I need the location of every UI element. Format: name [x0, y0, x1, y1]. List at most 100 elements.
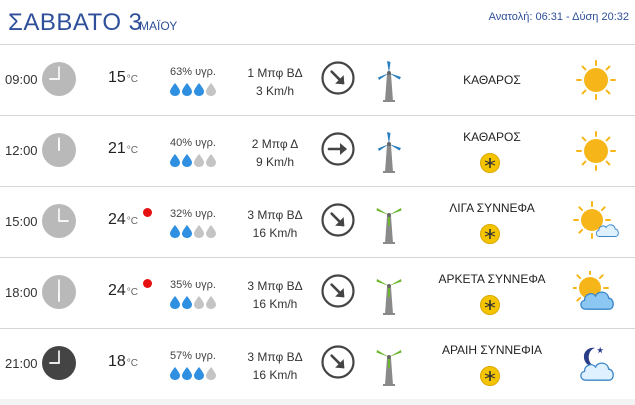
drop-icon: [182, 367, 192, 380]
temperature: 21°C: [108, 140, 138, 158]
drop-icon: [206, 225, 216, 238]
drop-icon: [194, 296, 204, 309]
drop-icon: [206, 367, 216, 380]
wind-force: 1 Μπφ ΒΔ: [247, 66, 303, 80]
sun-small-cloud-icon: [573, 201, 619, 239]
forecast-row: 09:00 15°C 63% υγρ. 1 Μπφ ΒΔ 3 Km/h ΚΑΘΑΡΟΣ: [0, 44, 635, 115]
condition-label: ΚΑΘΑΡΟΣ: [463, 130, 521, 144]
forecast-table: 09:00 15°C 63% υγρ. 1 Μπφ ΒΔ 3 Km/h ΚΑΘΑΡΟΣ 12…: [0, 44, 635, 405]
humidity-label: 40% υγρ.: [170, 137, 216, 149]
wind-speed: 16 Km/h: [252, 226, 298, 240]
drop-icon: [206, 154, 216, 167]
temperature-value: 15: [108, 69, 126, 86]
humidity-drops: [170, 225, 230, 239]
mosquito-icon: [480, 295, 500, 315]
drop-icon: [194, 154, 204, 167]
humidity-label: 57% υγρ.: [170, 350, 216, 362]
clock-icon: [42, 204, 76, 238]
temperature: 24°C: [108, 211, 138, 229]
heat-alert-dot: [143, 279, 152, 288]
temperature: 24°C: [108, 282, 138, 300]
condition-label: ΑΡΑΙΗ ΣΥΝΝΕΦΙΑ: [441, 343, 543, 357]
mosquito-icon: [480, 153, 500, 173]
temperature-value: 24: [108, 211, 126, 228]
temperature-unit: °C: [126, 287, 139, 298]
drop-icon: [182, 225, 192, 238]
temperature-value: 24: [108, 282, 126, 299]
wind-direction-arrow-icon: [321, 61, 355, 95]
drop-icon: [170, 296, 180, 309]
temperature-unit: °C: [126, 74, 139, 85]
wind-info: 3 Μπφ ΒΔ 16 Km/h: [233, 206, 317, 242]
wind-force: 3 Μπφ ΒΔ: [247, 350, 303, 364]
forecast-row: 12:00 21°C 40% υγρ. 2 Μπφ Δ 9 Km/h ΚΑΘΑΡΟΣ: [0, 115, 635, 186]
wind-info: 2 Μπφ Δ 9 Km/h: [233, 135, 317, 171]
wind-speed: 3 Km/h: [255, 84, 294, 98]
day-header: ΣΑΒΒΑΤΟ 3 ΜΑΪΟΥ Ανατολή: 06:31 - Δύση 20…: [0, 0, 635, 44]
wind-info: 1 Μπφ ΒΔ 3 Km/h: [233, 64, 317, 100]
drop-icon: [182, 296, 192, 309]
temperature: 18°C: [108, 353, 138, 371]
time-label: 12:00: [5, 143, 38, 158]
humidity-drops: [170, 154, 230, 168]
condition-label: ΚΑΘΑΡΟΣ: [463, 73, 521, 87]
wind-turbine-icon: [376, 279, 402, 315]
drop-icon: [170, 367, 180, 380]
wind-direction-arrow-icon: [321, 345, 355, 379]
clock-icon: [42, 133, 76, 167]
drop-icon: [182, 154, 192, 167]
drop-icon: [206, 296, 216, 309]
drop-icon: [170, 225, 180, 238]
temperature-value: 18: [108, 353, 126, 370]
moon-cloud-icon: [580, 346, 614, 381]
wind-direction-arrow-icon: [321, 274, 355, 308]
mosquito-icon: [480, 366, 500, 386]
wind-direction-arrow-icon: [321, 203, 355, 237]
wind-speed: 9 Km/h: [255, 155, 294, 169]
temperature-unit: °C: [126, 216, 139, 227]
wind-info: 3 Μπφ ΒΔ 16 Km/h: [233, 348, 317, 384]
drop-icon: [170, 83, 180, 96]
footer-divider: [0, 399, 635, 405]
time-label: 09:00: [5, 72, 38, 87]
humidity-label: 35% υγρ.: [170, 279, 216, 291]
forecast-row: 21:00 18°C 57% υγρ. 3 Μπφ ΒΔ 16 Km/h ΑΡΑΙΗ ΣΥ…: [0, 328, 635, 400]
temperature-unit: °C: [126, 358, 139, 369]
temperature-value: 21: [108, 140, 126, 157]
clock-icon: [42, 62, 76, 96]
wind-force: 3 Μπφ ΒΔ: [247, 208, 303, 222]
wind-turbine-icon: [376, 208, 402, 244]
condition-label: ΑΡΚΕΤΑ ΣΥΝΝΕΦΑ: [438, 272, 546, 286]
drop-icon: [182, 83, 192, 96]
wind-turbine-icon: [378, 61, 401, 102]
drop-icon: [206, 83, 216, 96]
drop-icon: [194, 367, 204, 380]
wind-speed: 16 Km/h: [252, 297, 298, 311]
wind-info: 3 Μπφ ΒΔ 16 Km/h: [233, 277, 317, 313]
drop-icon: [194, 83, 204, 96]
time-label: 15:00: [5, 214, 38, 229]
humidity-drops: [170, 83, 230, 97]
sunrise-sunset: Ανατολή: 06:31 - Δύση 20:32: [488, 11, 629, 23]
wind-force: 2 Μπφ Δ: [251, 137, 299, 151]
humidity-drops: [170, 296, 230, 310]
sun-icon: [576, 60, 616, 100]
wind-turbine-icon: [378, 132, 401, 173]
temperature: 15°C: [108, 69, 138, 87]
clock-icon: [42, 346, 76, 380]
wind-direction-arrow-icon: [321, 132, 355, 166]
forecast-row: 15:00 24°C 32% υγρ. 3 Μπφ ΒΔ 16 Km/h ΛΙΓΑ ΣΥΝ…: [0, 186, 635, 257]
wind-force: 3 Μπφ ΒΔ: [247, 279, 303, 293]
wind-speed: 16 Km/h: [252, 368, 298, 382]
day-title: ΣΑΒΒΑΤΟ 3: [8, 9, 143, 36]
mosquito-icon: [480, 224, 500, 244]
temperature-unit: °C: [126, 145, 139, 156]
humidity-label: 63% υγρ.: [170, 66, 216, 78]
sun-cloud-icon: [573, 271, 614, 310]
condition-label: ΛΙΓΑ ΣΥΝΝΕΦΑ: [449, 201, 535, 215]
month-label: ΜΑΪΟΥ: [139, 19, 178, 33]
wind-turbine-icon: [376, 350, 402, 386]
time-label: 21:00: [5, 356, 38, 371]
humidity-label: 32% υγρ.: [170, 208, 216, 220]
humidity-drops: [170, 367, 230, 381]
